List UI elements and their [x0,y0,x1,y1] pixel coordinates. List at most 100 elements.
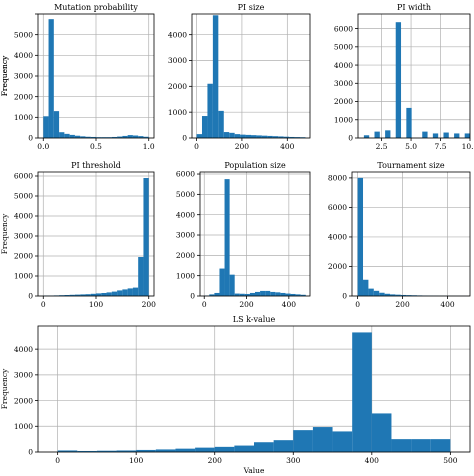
population-size-bar-9 [249,292,255,296]
pi-width-bar-17 [454,133,460,138]
population-size-bar-12 [265,290,271,296]
pi-size-bar-15 [278,136,284,138]
pi-width-bar-19 [464,133,470,138]
mutation-probability-title: Mutation probability [54,3,138,12]
pi-size-bar-5 [223,132,230,138]
pi-size-bar-4 [218,110,224,138]
population-size-bar-11 [260,290,266,296]
pi-size-frame [191,13,311,139]
population-size-bar-3 [219,268,225,296]
ls-k-value-bar-10 [254,442,274,452]
mutation-probability-bar-12 [106,137,112,138]
pi-threshold-bar-9 [90,293,96,296]
pi-size-y-axis-label: Frequency [0,55,9,96]
pi-width-frame [357,13,471,139]
tournament-size-x-tick-label-1: 200 [395,300,410,309]
mutation-probability-bar-5 [69,134,75,138]
ls-k-value-bar-5 [155,449,176,452]
ls-k-value-bar-16 [371,413,392,452]
pi-size-bar-10 [251,135,257,138]
population-size-bar-13 [270,291,276,296]
ls-k-value-y-tick-label-2: 2000 [14,396,33,405]
tournament-size-bar-1 [363,279,369,296]
tournament-size-bar-9 [406,295,412,296]
mutation-probability-bar-3 [59,132,65,138]
mutation-probability-bar-7 [80,136,86,138]
pi-size-y-tick-label-1: 1000 [168,108,187,117]
pi-size-y-tick-label-4: 4000 [168,30,187,39]
mutation-probability-bar-1 [48,19,54,139]
ls-k-value-bar-13 [312,427,333,452]
pi-threshold-bar-18 [138,257,144,296]
mutation-probability-y-tick-label-3: 3000 [14,72,33,81]
tournament-size-x-tick-label-0: 0 [355,300,360,309]
pi-threshold-bar-10 [96,293,102,296]
pi-threshold-title: PI threshold [71,161,121,170]
pi-threshold-y-tick-label-4: 4000 [14,212,33,221]
tournament-size-bar-0 [357,177,364,296]
population-size-bar-8 [244,293,250,296]
mutation-probability-bar-10 [96,137,102,138]
ls-k-value-x-tick-label-3: 300 [286,456,301,465]
tournament-size-bar-4 [379,292,385,296]
mutation-probability-bar-19 [143,136,149,138]
pi-width-bar-4 [385,130,391,138]
ls-k-value-x-tick-label-2: 200 [208,456,223,465]
pi-size-y-tick-label-0: 0 [182,134,187,143]
ls-k-value-bar-9 [234,445,254,452]
mutation-probability-bar-15 [122,135,128,138]
population-size-bar-19 [300,294,306,296]
population-size-y-tick-label-1: 1000 [176,271,195,280]
mutation-probability-y-axis-label: Frequency [0,55,9,96]
population-size-bar-6 [234,293,240,296]
mutation-probability-x-tick-label-1: 0.5 [90,142,102,151]
ls-k-value-bar-1 [77,450,97,452]
ls-k-value-x-tick-label-1: 100 [129,456,144,465]
pi-size-y-tick-label-3: 3000 [168,56,187,65]
pi-threshold-bar-15 [122,289,128,296]
mutation-probability-y-tick-label-5: 5000 [14,30,33,39]
population-size-bar-4 [224,179,230,296]
ls-k-value-x-axis-label: Value [243,466,265,475]
pi-threshold-bar-5 [69,294,75,296]
population-size-bar-10 [255,291,261,296]
pi-threshold-bar-8 [85,294,91,296]
population-size-bar-16 [285,293,291,296]
pi-width-x-tick-label-3: 10.0 [462,142,474,151]
ls-k-value-panel: 0 100 200 300 400 500 0 1000 2000 3000 4000 LS k-va… [0,315,471,475]
population-size-bar-7 [239,293,245,296]
pi-width-y-tick-label-0: 0 [348,134,353,143]
pi-width-panel: 2.5 5.0 7.5 10.0 0 1000 2000 3000 4000 5000 6000 PI… [334,3,474,151]
population-size-bar-1 [209,294,215,296]
mutation-probability-y-tick-label-0: 0 [28,134,33,143]
pi-threshold-y-tick-label-2: 2000 [14,252,33,261]
pi-threshold-x-tick-label-1: 100 [89,300,104,309]
mutation-probability-bar-4 [64,133,70,138]
pi-size-bar-2 [207,83,213,138]
tournament-size-x-tick-label-2: 400 [440,300,455,309]
ls-k-value-y-tick-label-4: 4000 [14,345,33,354]
ls-k-value-y-tick-label-3: 3000 [14,371,33,380]
mutation-probability-x-tick-label-0: 0.0 [37,142,49,151]
pi-size-bar-12 [261,135,268,138]
pi-width-x-tick-label-1: 5.0 [405,142,417,151]
population-size-y-tick-label-2: 2000 [176,251,195,260]
pi-width-x-tick-label-2: 7.5 [435,142,447,151]
population-size-y-tick-label-4: 4000 [176,210,195,219]
tournament-size-y-tick-label-4: 8000 [328,174,347,183]
population-size-y-tick-label-0: 0 [190,292,195,301]
pi-threshold-y-tick-label-6: 6000 [14,172,33,181]
pi-width-y-tick-label-6: 6000 [334,24,353,33]
pi-size-x-tick-label-1: 200 [235,142,250,151]
mutation-probability-y-tick-label-4: 4000 [14,51,33,60]
ls-k-value-bar-2 [96,450,117,452]
ls-k-value-bar-4 [136,449,156,452]
population-size-x-tick-label-1: 200 [239,300,254,309]
population-size-bar-2 [214,292,220,296]
ls-k-value-bar-17 [391,439,412,452]
ls-k-value-x-tick-label-0: 0 [55,456,60,465]
pi-threshold-y-axis-label: Frequency [0,213,9,254]
ls-k-value-bar-3 [116,450,137,452]
mutation-probability-y-tick-label-2: 2000 [14,92,33,101]
ls-k-value-bar-11 [273,440,294,452]
